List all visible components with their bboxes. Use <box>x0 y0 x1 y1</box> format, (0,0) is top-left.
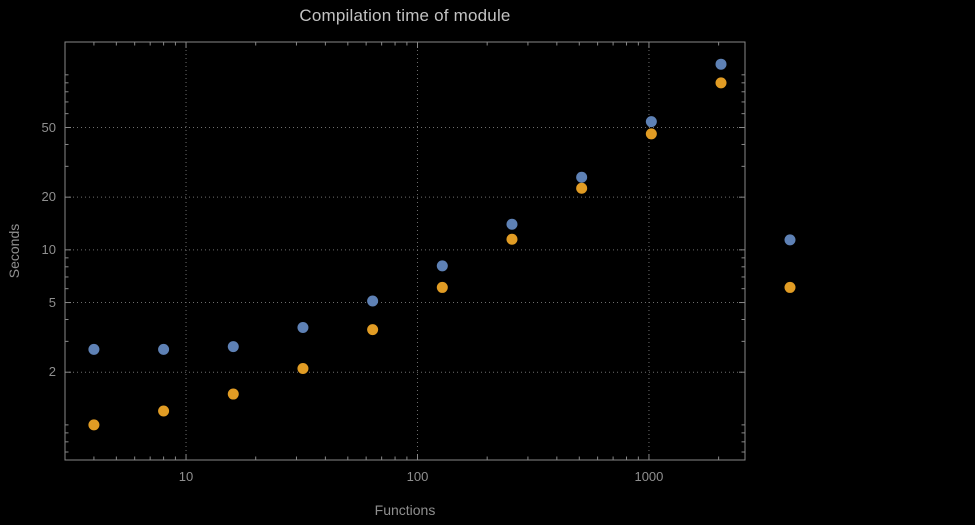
y-tick-label-5: 5 <box>48 294 56 310</box>
data-point-blue <box>576 171 588 183</box>
data-point-blue <box>506 218 518 230</box>
data-point-orange <box>645 128 657 140</box>
data-point-orange <box>576 182 588 194</box>
y-tick-label-20: 20 <box>41 189 56 205</box>
data-point-orange <box>88 419 100 431</box>
x-tick-label-100: 100 <box>406 469 429 484</box>
data-point-orange <box>436 281 448 293</box>
x-axis-label: Functions <box>374 502 436 518</box>
data-point-orange <box>506 233 518 245</box>
data-point-blue <box>158 343 170 355</box>
data-point-blue <box>645 116 657 128</box>
legend-marker-blue <box>784 234 796 246</box>
plot-frame <box>64 41 746 461</box>
data-point-blue <box>715 58 727 70</box>
data-point-blue <box>436 260 448 272</box>
data-point-orange <box>297 362 309 374</box>
data-point-orange <box>367 324 379 336</box>
data-point-orange <box>158 405 170 417</box>
legend-marker-orange <box>784 281 796 293</box>
chart-title: Compilation time of module <box>299 6 511 25</box>
data-point-blue <box>297 322 309 334</box>
y-tick-label-50: 50 <box>41 119 56 135</box>
data-point-blue <box>88 343 100 355</box>
data-point-orange <box>715 77 727 89</box>
y-tick-label-10: 10 <box>41 241 56 257</box>
data-point-blue <box>367 295 379 307</box>
data-point-blue <box>227 341 239 353</box>
data-point-orange <box>227 388 239 400</box>
y-tick-label-2: 2 <box>48 364 56 380</box>
x-tick-label-10: 10 <box>178 469 194 484</box>
x-tick-label-1000: 1000 <box>634 469 664 484</box>
